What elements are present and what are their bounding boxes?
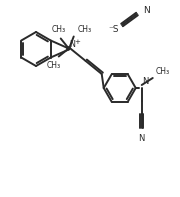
Text: N: N (143, 6, 150, 15)
Text: CH₃: CH₃ (156, 67, 170, 76)
Text: CH₃: CH₃ (47, 60, 61, 70)
Text: ⁻S: ⁻S (109, 24, 119, 33)
Text: N: N (142, 77, 148, 86)
Text: N: N (139, 134, 145, 143)
Text: +: + (75, 38, 81, 45)
Text: CH₃: CH₃ (78, 24, 92, 33)
Text: CH₃: CH₃ (52, 24, 66, 33)
Text: N: N (70, 40, 76, 48)
